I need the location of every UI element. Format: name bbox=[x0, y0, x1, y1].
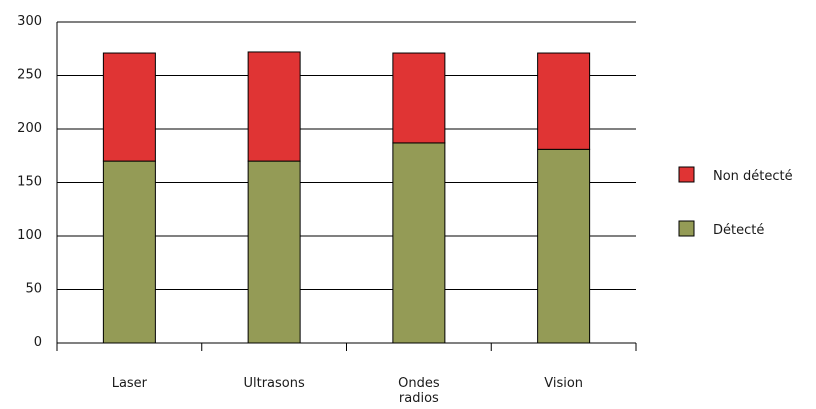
bar-non-detecte-1 bbox=[247, 51, 301, 162]
y-tick-label: 250 bbox=[17, 68, 42, 83]
bar-non-detecte-2 bbox=[392, 52, 446, 144]
legend: Non détecté Détecté bbox=[678, 166, 793, 238]
y-tick-label: 50 bbox=[25, 282, 42, 297]
bar-detecte-0 bbox=[102, 160, 156, 344]
legend-label: Non détecté bbox=[713, 169, 793, 184]
x-category-label: radios bbox=[399, 391, 439, 406]
bar-detecte-3 bbox=[537, 148, 591, 344]
y-tick-label: 0 bbox=[34, 335, 42, 350]
y-tick-label: 100 bbox=[17, 228, 42, 243]
x-category-label: Ondes bbox=[398, 376, 440, 391]
x-category-label: Laser bbox=[112, 376, 148, 391]
bars bbox=[102, 51, 591, 344]
y-tick-label: 200 bbox=[17, 121, 42, 136]
x-category-label: Ultrasons bbox=[243, 376, 305, 391]
legend-swatch bbox=[678, 166, 695, 183]
bar-detecte-1 bbox=[247, 160, 301, 344]
legend-swatch bbox=[678, 220, 695, 237]
bar-non-detecte-3 bbox=[537, 52, 591, 150]
x-category-label: Vision bbox=[544, 376, 583, 391]
y-tick-label: 150 bbox=[17, 175, 42, 190]
bar-detecte-2 bbox=[392, 142, 446, 344]
y-tick-labels: 0 50 100 150 200 250 300 bbox=[17, 14, 42, 350]
bar-non-detecte-0 bbox=[102, 52, 156, 162]
y-tick-label: 300 bbox=[17, 14, 42, 29]
legend-label: Détecté bbox=[713, 223, 764, 238]
